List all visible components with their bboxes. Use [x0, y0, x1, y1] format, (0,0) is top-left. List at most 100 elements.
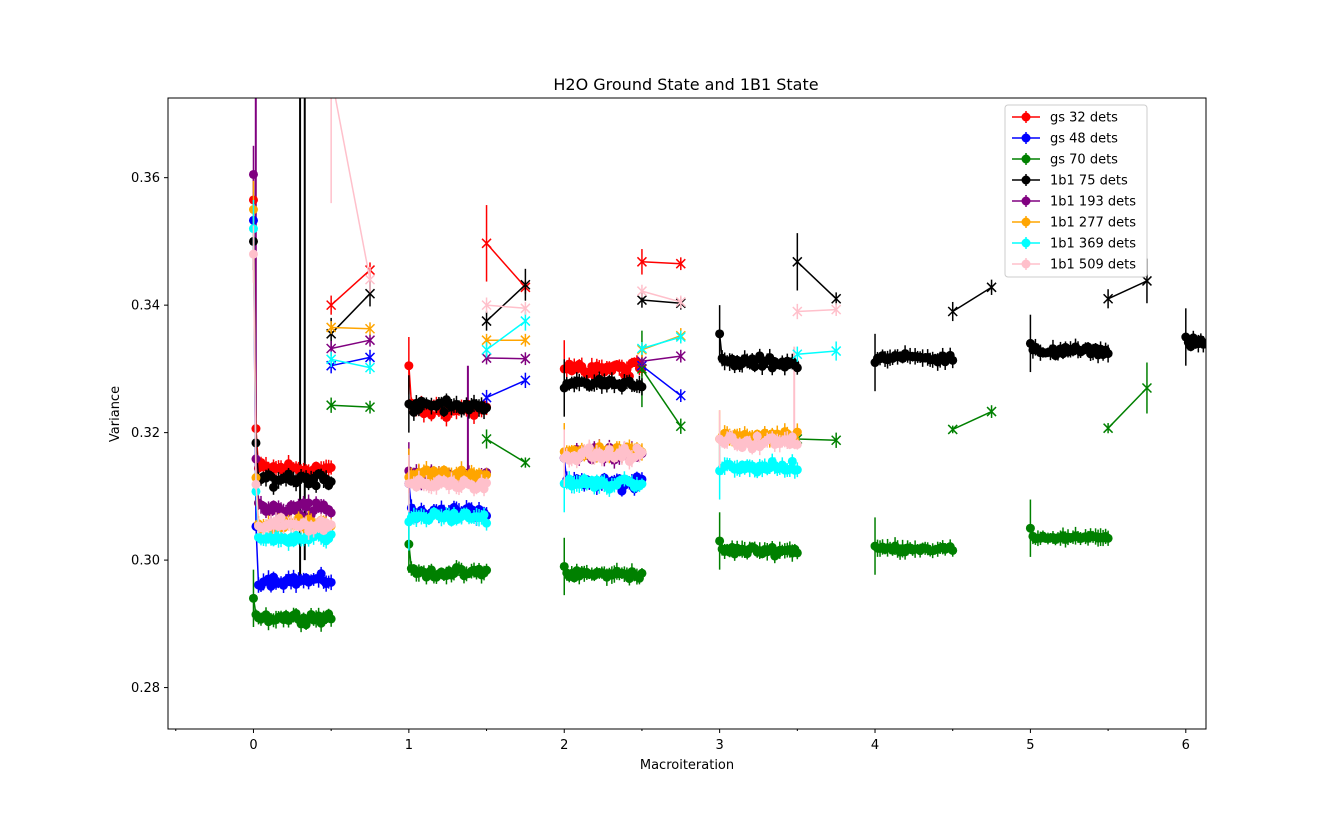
x-marker [792, 349, 803, 360]
marker-line [486, 304, 526, 310]
series-gs-70-dets [248, 330, 1152, 633]
marker-line [641, 299, 681, 304]
x-marker [636, 356, 647, 367]
marker-line [641, 355, 681, 362]
x-marker [792, 256, 803, 267]
x-marker [675, 421, 686, 432]
plot-area [248, 98, 1206, 633]
x-tick-label: 1 [405, 738, 413, 753]
data-point [404, 361, 414, 371]
data-point [482, 403, 492, 413]
x-marker [326, 300, 337, 311]
x-marker [792, 306, 803, 317]
legend-marker [1021, 154, 1031, 164]
x-marker [481, 335, 492, 346]
data-point [482, 565, 492, 575]
legend-marker [1021, 133, 1031, 143]
plot-frame [167, 97, 1207, 730]
x-marker [481, 238, 492, 249]
data-point [248, 169, 258, 179]
data-point [637, 382, 647, 392]
x-marker [520, 303, 531, 314]
data-point [311, 481, 321, 491]
x-marker [326, 343, 337, 354]
x-marker [831, 346, 842, 357]
data-point [326, 477, 336, 487]
y-tick-label: 0.32 [131, 426, 160, 441]
marker-line [641, 261, 681, 265]
x-marker [364, 402, 376, 413]
x-marker [831, 304, 842, 315]
legend-marker [1021, 217, 1031, 227]
data-point [439, 407, 449, 417]
data-point [1103, 533, 1113, 543]
x-marker [1141, 275, 1152, 286]
x-marker [481, 300, 492, 311]
x-marker [326, 400, 337, 411]
data-point [948, 355, 958, 365]
y-axis-label: Variance [108, 386, 123, 442]
data-point [637, 479, 647, 489]
x-marker [947, 424, 958, 435]
x-marker [326, 354, 337, 365]
marker-line [331, 404, 371, 408]
data-point [792, 439, 802, 449]
legend-entry-label: gs 48 dets [1050, 132, 1118, 147]
data-point [584, 443, 594, 453]
x-marker [1103, 423, 1114, 434]
data-point [715, 329, 725, 339]
data-point [326, 520, 336, 530]
marker-line [1107, 280, 1148, 300]
data-point [787, 432, 797, 442]
x-marker [986, 406, 997, 417]
data-point [637, 448, 647, 458]
y-tick-label: 0.36 [131, 171, 160, 186]
x-marker [481, 433, 492, 445]
x-marker [364, 323, 376, 334]
x-marker [675, 351, 686, 362]
x-marker [364, 274, 376, 285]
marker-line [797, 438, 837, 442]
data-point [304, 498, 314, 508]
data-point [456, 465, 466, 475]
x-marker [636, 295, 647, 306]
marker-line [641, 365, 682, 397]
marker-line [1107, 387, 1148, 429]
series-1b1-369-dets [248, 199, 842, 551]
x-marker [481, 316, 492, 327]
data-point [1203, 339, 1206, 348]
x-marker [520, 316, 531, 327]
x-tick-label: 2 [560, 738, 568, 753]
marker-line [331, 356, 371, 367]
data-point [326, 463, 336, 473]
x-tick-label: 5 [1026, 738, 1034, 753]
x-marker [947, 306, 958, 317]
legend-box [1004, 104, 1148, 278]
legend-entry-label: 1b1 277 dets [1050, 216, 1136, 231]
legend-entry-label: gs 70 dets [1050, 153, 1118, 168]
legend-entry-label: gs 32 dets [1050, 111, 1118, 126]
legend-entry-label: 1b1 369 dets [1050, 237, 1136, 252]
x-marker [481, 353, 492, 364]
y-tick-label: 0.30 [131, 554, 160, 569]
marker-line [485, 284, 526, 322]
x-marker [1103, 293, 1114, 304]
x-marker [364, 352, 376, 363]
legend-marker [1021, 238, 1031, 248]
x-marker [481, 344, 492, 355]
x-marker [326, 322, 337, 333]
marker-line [331, 339, 371, 350]
marker-line [796, 261, 837, 300]
x-tick-label: 6 [1182, 738, 1190, 753]
data-point [482, 478, 492, 488]
data-point [792, 548, 802, 558]
x-tick-label: 3 [715, 738, 723, 753]
marker-line [641, 336, 682, 350]
marker-line [486, 438, 526, 464]
x-marker [636, 363, 647, 374]
legend-entry-label: 1b1 75 dets [1050, 174, 1128, 189]
x-marker [636, 286, 647, 297]
data-point [269, 482, 279, 492]
legend-entry-label: 1b1 193 dets [1050, 195, 1136, 210]
